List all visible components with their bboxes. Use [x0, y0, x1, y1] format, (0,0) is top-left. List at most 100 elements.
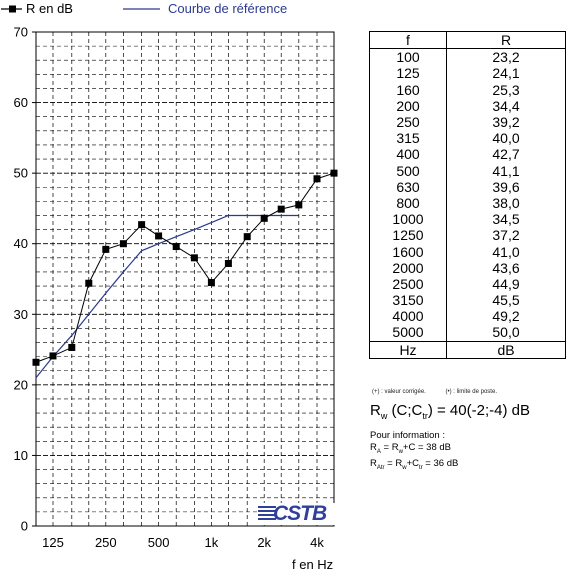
legend: R en dB Courbe de référence	[1, 1, 287, 16]
data-point-marker	[224, 259, 232, 267]
legend-measured-marker	[9, 5, 16, 13]
table-cell-f: 5000	[369, 324, 447, 342]
info-ra-symbol: R	[370, 442, 377, 453]
legend-measured-label: R en dB	[26, 1, 73, 16]
table-row: 3150 45,5	[369, 292, 566, 309]
x-axis-title: f en Hz	[292, 557, 333, 570]
table-cell-f: 1250	[369, 227, 447, 244]
table-footer-r: dB	[446, 340, 566, 359]
rw-value: ) = 40(-2;-4) dB	[427, 402, 530, 419]
info-ratr-ctr-sub: tr	[419, 464, 423, 471]
table-row: 4000 49,2	[369, 308, 566, 325]
table-cell-f: 315	[369, 130, 447, 147]
table-cell-f: 2000	[369, 259, 447, 276]
x-tick-label: 250	[95, 535, 117, 550]
table-cell-r: 41,1	[446, 162, 566, 179]
info-ra-rw-sub: w	[398, 448, 403, 455]
table-cell-f: 800	[369, 194, 447, 212]
table-cell-r: 38,0	[446, 194, 566, 212]
info-ratr-rw-sub: w	[402, 464, 407, 471]
data-point-marker	[277, 205, 285, 213]
table-cell-r: 34,4	[446, 97, 566, 114]
data-point-marker	[207, 279, 215, 287]
series-reference-line	[35, 214, 299, 379]
rw-prefix: R	[370, 402, 381, 419]
table-row: 2000 43,6	[369, 259, 566, 276]
table-cell-r: 50,0	[446, 324, 566, 342]
values-table: f R 100 23,2 125 24,1 160 25,3 200 34,4 250 39,2 3…	[369, 30, 566, 359]
table-cell-r: 40,0	[446, 130, 566, 147]
table-cell-r: 23,2	[446, 48, 566, 66]
y-tick-label: 20	[14, 377, 28, 392]
info-title: Pour information :	[370, 430, 445, 441]
table-cell-f: 3150	[369, 292, 447, 309]
table-row: 160 25,3	[369, 81, 566, 98]
table-row: 315 40,0	[369, 130, 566, 147]
plot-frame	[35, 31, 335, 527]
table-cell-f: 400	[369, 146, 447, 163]
table-header-row: f R	[369, 30, 566, 50]
cstb-logo-text: CSTB	[273, 502, 327, 525]
table-cell-r: 25,3	[446, 81, 566, 98]
table-cell-r: 43,6	[446, 259, 566, 276]
data-point-marker	[102, 245, 110, 253]
data-point-marker	[295, 201, 303, 209]
data-point-marker	[243, 233, 251, 241]
info-ratr-c: +C	[406, 457, 419, 469]
table-cell-f: 500	[369, 162, 447, 179]
table-row: 5000 50,0	[369, 324, 566, 342]
table-row: 400 42,7	[369, 146, 566, 163]
info-line-ratr: RAtr = Rw+Ctr = 36 dB	[370, 458, 458, 474]
y-tick-label: 40	[14, 236, 28, 251]
rw-prefix-sub: w	[380, 411, 388, 421]
note-corrected: (+) : valeur corrigée.	[372, 389, 426, 395]
table-cell-r: 44,9	[446, 275, 566, 292]
table-footer-row: Hz dB	[369, 340, 566, 359]
table-cell-f: 1600	[369, 243, 447, 260]
data-point-marker	[119, 240, 127, 248]
table-row: 500 41,1	[369, 162, 566, 179]
data-point-marker	[138, 221, 146, 229]
note-limit: (•) : limite de poste.	[445, 389, 497, 395]
legend-reference-label: Courbe de référence	[168, 1, 287, 16]
table-cell-f: 160	[369, 81, 447, 98]
rw-mid1-sub: tr	[422, 411, 428, 421]
data-point-marker	[155, 232, 163, 240]
table-cell-f: 2500	[369, 275, 447, 292]
x-tick-label: 125	[42, 535, 64, 550]
table-cell-r: 49,2	[446, 308, 566, 325]
x-tick-label: 4k	[310, 535, 324, 550]
info-ratr-sub: Atr	[376, 464, 385, 471]
info-ra-eq: = R	[380, 442, 399, 453]
table-cell-r: 42,7	[446, 146, 566, 163]
data-point-marker	[330, 169, 338, 177]
table-cell-f: 1000	[369, 211, 447, 228]
cstb-logo-bars	[258, 506, 276, 522]
table-footer-f: Hz	[369, 340, 447, 359]
data-point-marker	[85, 279, 93, 287]
y-tick-label: 0	[21, 519, 28, 534]
table-row: 2500 44,9	[369, 275, 566, 292]
y-tick-label: 60	[14, 95, 28, 110]
table-header-f: f	[369, 30, 447, 50]
data-point-marker	[68, 343, 76, 351]
table-row: 1250 37,2	[369, 227, 566, 244]
data-point-marker	[190, 254, 198, 262]
x-axis-ticks: 125 250 500 1k 2k 4k	[42, 535, 324, 550]
table-row: 800 38,0	[369, 194, 566, 212]
y-axis-ticks: 0 10 20 30 40 50 60 70	[14, 25, 36, 534]
info-ratr-value: = 36 dB	[422, 457, 459, 469]
data-point-marker	[49, 352, 57, 360]
cstb-logo: CSTB	[258, 503, 336, 525]
data-point-marker	[172, 243, 180, 251]
x-tick-label: 2k	[257, 535, 271, 550]
series-layer	[32, 169, 338, 379]
x-tick-label: 1k	[205, 535, 219, 550]
table-body: 100 23,2 125 24,1 160 25,3 200 34,4 250 39,2 315 40…	[369, 48, 566, 342]
table-cell-f: 200	[369, 97, 447, 114]
y-tick-label: 30	[14, 307, 28, 322]
table-row: 1000 34,5	[369, 211, 566, 228]
table-header-r: R	[446, 30, 566, 50]
info-line-ra: RA = Rw+C = 38 dB	[370, 442, 458, 458]
info-block: Pour information : RA = Rw+C = 38 dB RAt…	[370, 430, 458, 474]
